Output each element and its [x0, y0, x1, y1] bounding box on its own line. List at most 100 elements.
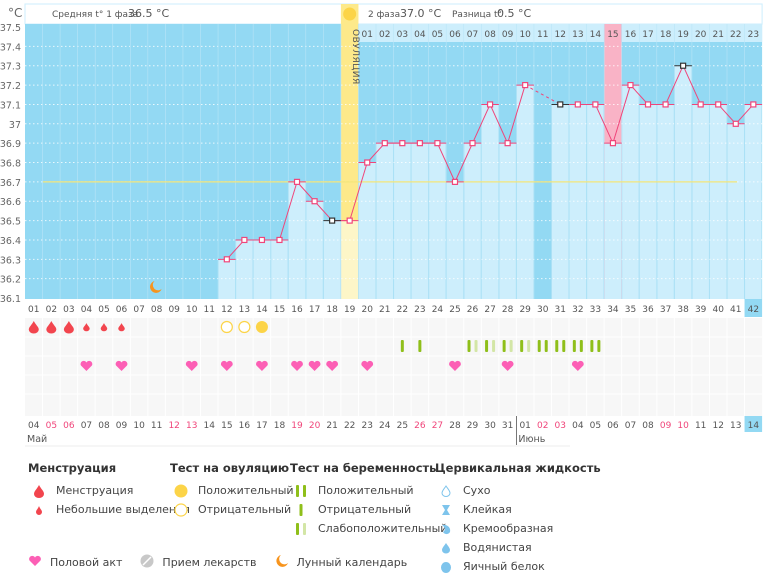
cycle-day-label: 21 [379, 305, 390, 315]
date-label: 12 [712, 421, 723, 431]
temperature-point-day-18 [329, 217, 336, 224]
cycle-day-label: 17 [309, 305, 320, 315]
temperature-point-day-22 [399, 140, 406, 147]
menstruation-drop-icon [28, 321, 39, 334]
cycle-day-label: 40 [712, 305, 724, 315]
temperature-point-day-39 [697, 101, 704, 108]
cycle-day-label: 35 [625, 305, 636, 315]
heart-icon [326, 360, 339, 371]
date-label: 11 [695, 421, 706, 431]
temperature-point-day-33 [592, 101, 599, 108]
legend-cervical: Цервикальная жидкость Сухо Клейкая Кремо… [435, 461, 601, 576]
temp-bar-day-17 [306, 201, 323, 299]
pregnancy-test-weak-bar-icon [527, 340, 531, 352]
legend-label: Яичный белок [463, 560, 545, 573]
date-label: 02 [537, 421, 548, 431]
heart-icon [501, 360, 514, 371]
temperature-point-day-42 [750, 101, 757, 108]
cycle-day-label: 36 [642, 305, 654, 315]
temperature-segment [507, 84, 526, 144]
temperature-point-day-38 [680, 62, 687, 69]
temperature-segment [717, 104, 737, 125]
moon-icon [150, 281, 162, 293]
temp-bar-day-25 [446, 181, 464, 299]
temperature-point-day-15 [276, 236, 283, 244]
pregnancy-test-bar-icon [467, 340, 471, 352]
phase2-day-label: 09 [502, 30, 514, 40]
phase2-day-label: 06 [449, 30, 461, 40]
creamy-icon [435, 523, 457, 535]
phase2-day-label: 15 [607, 30, 618, 40]
heart-icon [361, 360, 374, 371]
pregnancy-test-bar-icon [537, 340, 541, 352]
phase2-day-label: 17 [642, 30, 653, 40]
phase2-day-label: 18 [660, 30, 672, 40]
date-label: 22 [344, 421, 355, 431]
y-tick-label: 36.7 [0, 178, 21, 189]
weak-bar-icon [290, 522, 312, 535]
heart-icon [571, 360, 584, 371]
cycle-day-label: 29 [519, 305, 531, 315]
phase2-day-label: 01 [361, 30, 372, 40]
temperature-segment [612, 84, 631, 144]
temp-bar-day-18 [323, 220, 341, 299]
heart-icon [220, 360, 233, 371]
temperature-segment [735, 104, 754, 125]
menstruation-drop-icon [63, 321, 74, 334]
date-label: 21 [326, 421, 337, 431]
date-label: 27 [432, 421, 443, 431]
temperature-segment [472, 104, 491, 144]
temperature-point-day-29 [522, 81, 529, 89]
phase2-day-label: 13 [572, 30, 583, 40]
cycle-day-label: 32 [572, 305, 583, 315]
cycle-day-label: 25 [449, 305, 460, 315]
sticky-icon [435, 504, 457, 516]
temperature-point-day-26 [469, 140, 476, 147]
date-label: 12 [168, 421, 179, 431]
ovulation-test-negative-icon [238, 320, 251, 334]
date-label: 01 [519, 421, 530, 431]
date-label: 10 [677, 421, 689, 431]
cycle-day-label: 22 [397, 305, 408, 315]
temperature-point-day-41 [732, 120, 739, 127]
ovulation-test-positive-icon [255, 321, 268, 333]
phase2-day-label: 19 [677, 30, 689, 40]
date-label: 07 [81, 421, 92, 431]
date-label: 19 [291, 421, 303, 431]
phase2-day-label: 23 [748, 30, 759, 40]
phase2-day-label: 12 [555, 30, 566, 40]
phase2-day-label: 16 [625, 30, 637, 40]
temperature-segment [682, 65, 702, 105]
date-label: 13 [730, 421, 741, 431]
current-date-highlight [744, 416, 763, 432]
cycle-day-label: 31 [555, 305, 566, 315]
phase2-header-row [358, 24, 763, 42]
y-tick-label: 37.3 [0, 62, 21, 73]
date-label: 31 [502, 421, 513, 431]
spotting-drop-icon [83, 323, 90, 332]
egg-white-icon [435, 561, 457, 573]
temp-bar-day-34 [604, 143, 622, 299]
phase2-day-label: 22 [730, 30, 741, 40]
temperature-segment [314, 200, 333, 221]
date-label: 25 [397, 421, 408, 431]
temperature-point-day-31 [557, 101, 564, 108]
cycle-day-label: 19 [344, 305, 356, 315]
temperature-segment [366, 142, 386, 163]
pregnancy-test-bar-icon [590, 340, 594, 352]
legend-label: Положительный [198, 484, 294, 497]
phase2-day-label: 20 [695, 30, 707, 40]
temperature-segment [278, 181, 298, 241]
legend-label: Водянистая [463, 541, 532, 554]
legend-title: Тест на беременность [290, 461, 437, 475]
cycle-day-label: 05 [98, 305, 109, 315]
temperature-point-day-21 [381, 140, 388, 147]
temp-bar-day-21 [376, 143, 394, 299]
y-tick-label: 36.8 [0, 159, 21, 170]
legend-title: Цервикальная жидкость [435, 461, 601, 475]
temperature-point-day-23 [416, 140, 423, 147]
date-label: 06 [607, 421, 619, 431]
y-tick-label: 36.6 [0, 197, 21, 208]
temp-bar-day-20 [358, 162, 376, 299]
pregnancy-test-bar-icon [520, 340, 524, 352]
